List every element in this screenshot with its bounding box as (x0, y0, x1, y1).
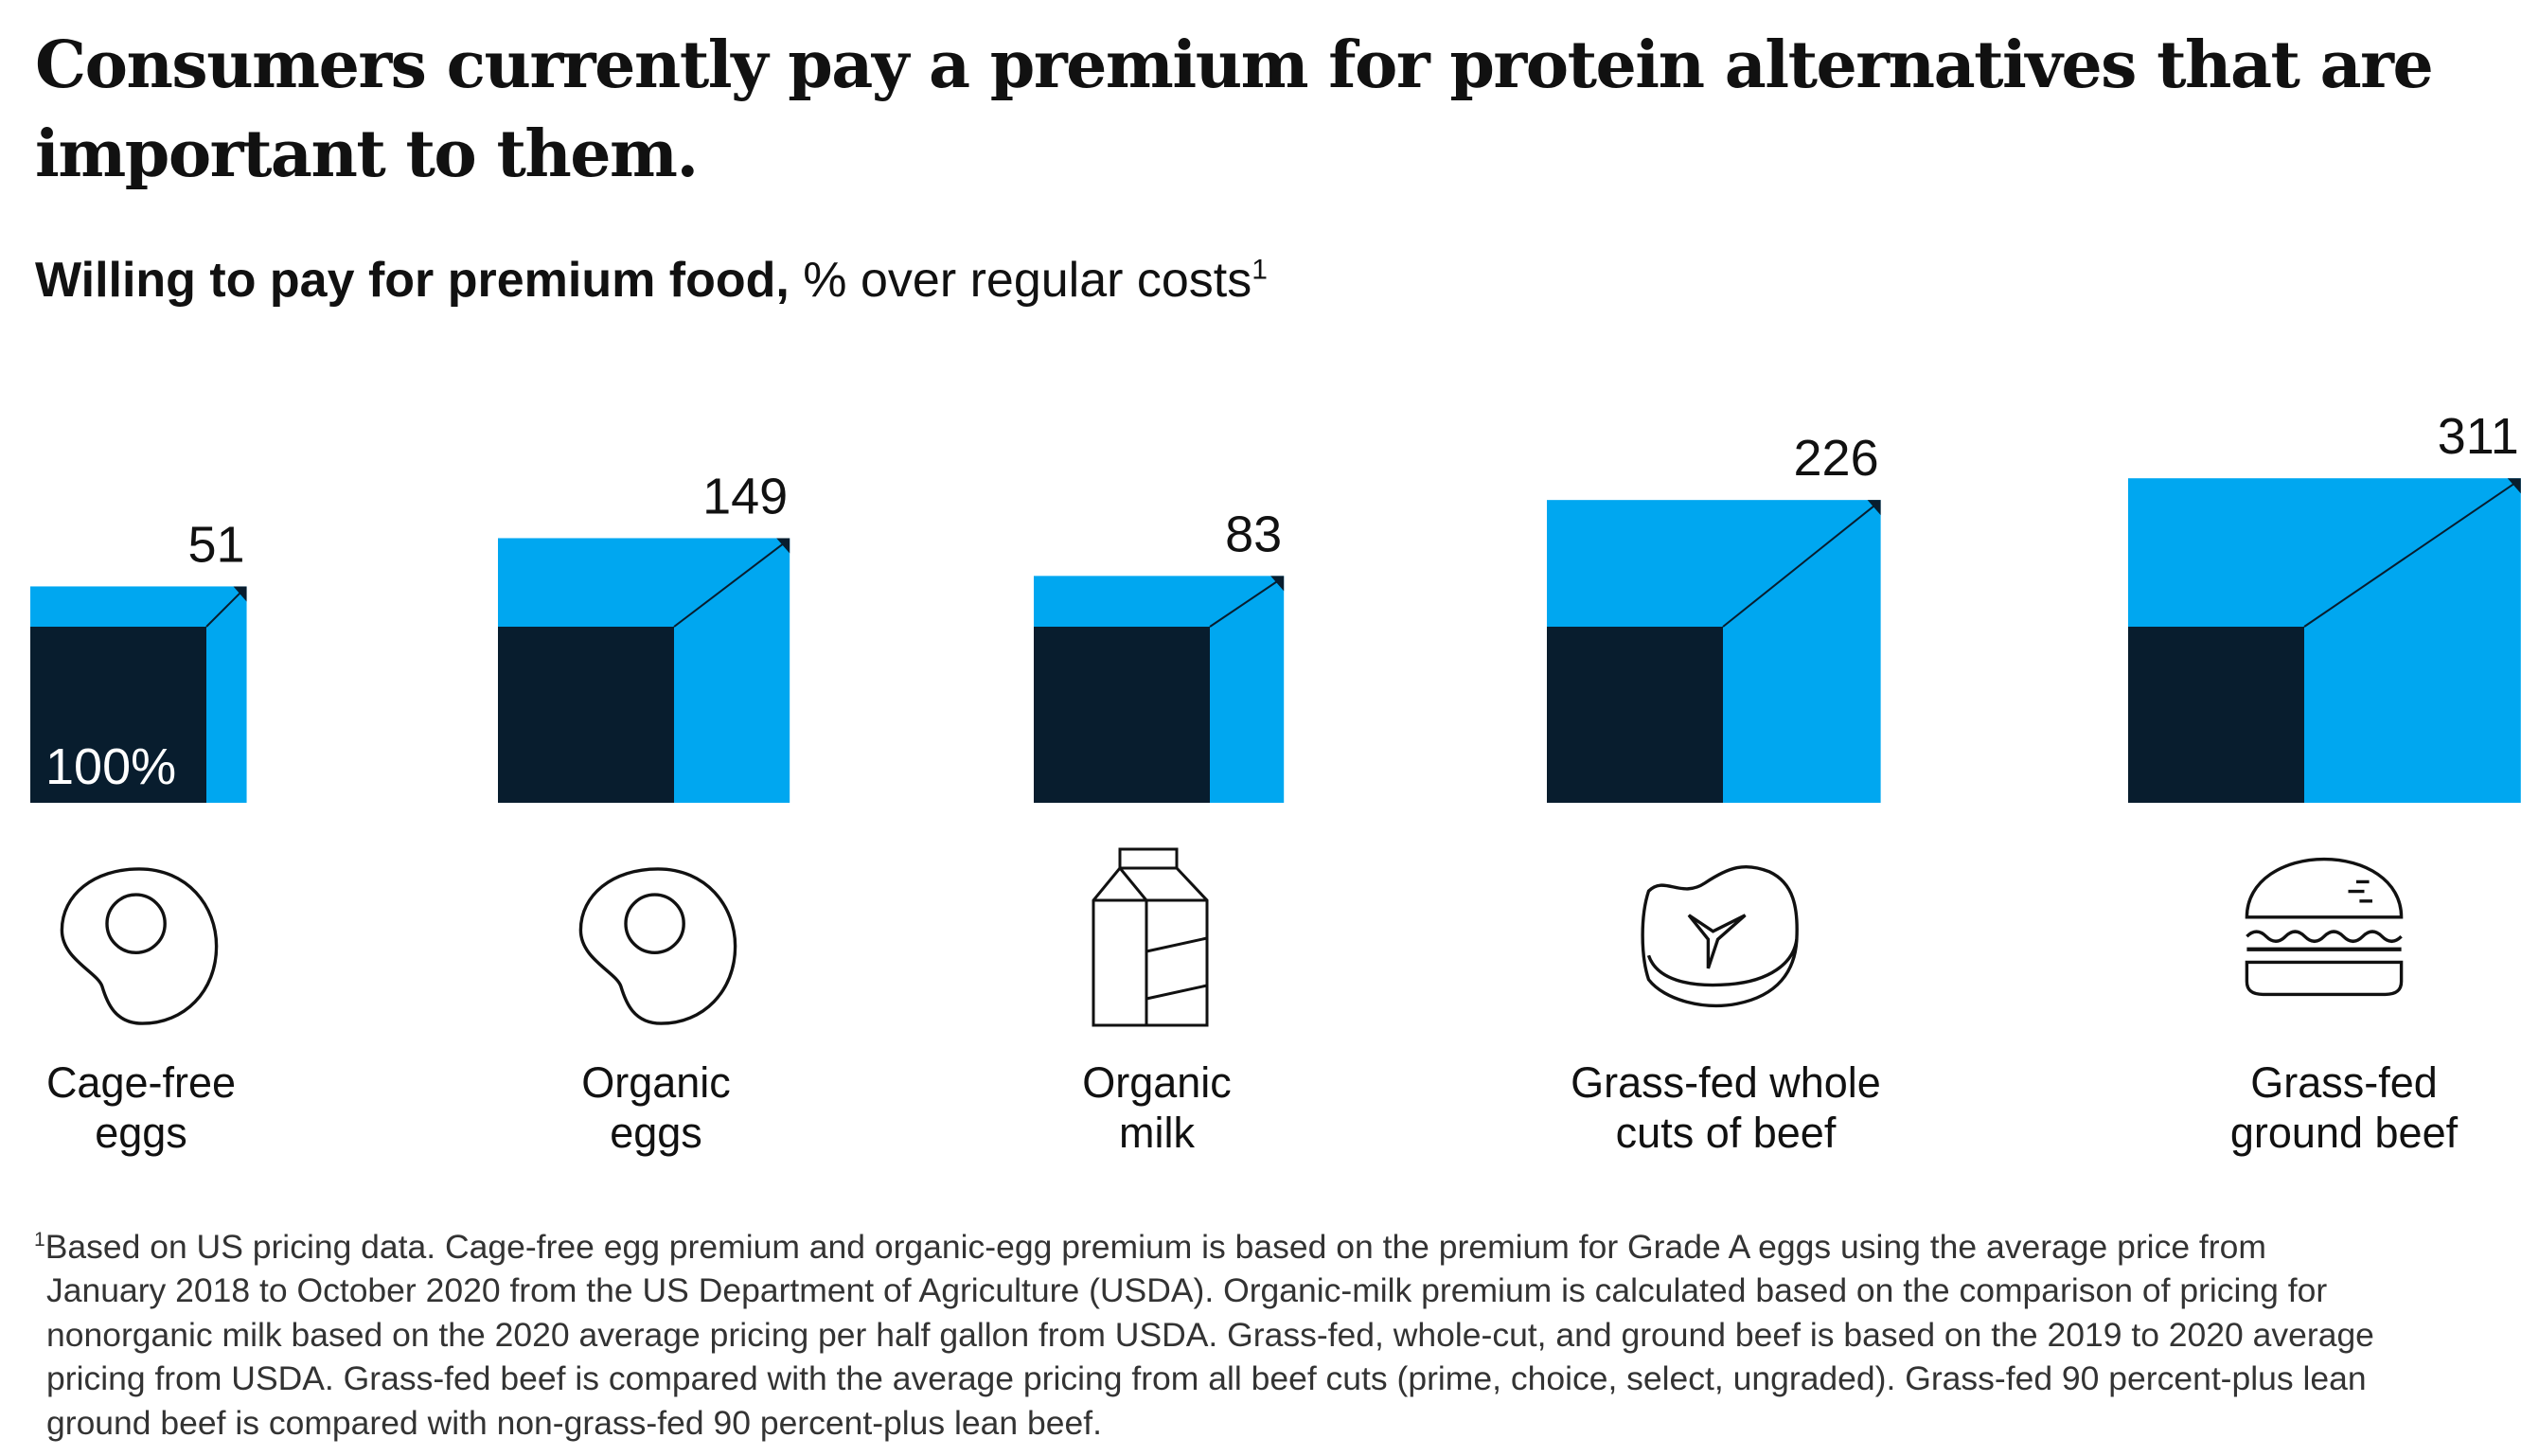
footnote-line: January 2018 to October 2020 from the US… (46, 1271, 2328, 1310)
growth-line (1209, 577, 1282, 628)
base-square (2128, 627, 2304, 803)
arrow-head (776, 538, 790, 554)
category-label: Grass-fed ground beef (2229, 1058, 2459, 1157)
category-label: Grass-fed whole cuts of beef (1571, 1058, 1881, 1157)
footnote-mark: 1 (1252, 254, 1268, 286)
arrow-head (233, 586, 247, 602)
arrow-head (1867, 500, 1881, 516)
value-label: 51 (187, 516, 244, 573)
footnote-line: pricing from USDA. Grass-fed beef is com… (46, 1359, 2367, 1398)
value-label: 226 (1794, 430, 1879, 487)
value-label: 311 (2438, 408, 2519, 465)
base-square (30, 627, 206, 803)
fried-egg-icon (578, 867, 737, 1025)
arrow-head (1270, 576, 1285, 592)
base-square (1034, 627, 1210, 803)
base-square (1547, 627, 1723, 803)
bar-chart: 51 100% 149 83 226 311 (30, 408, 2521, 803)
arrow-head (2507, 478, 2521, 494)
growth-line (205, 588, 245, 628)
chart-title: Consumers currently pay a premium for pr… (35, 27, 2434, 192)
footnote: 1Based on US pricing data. Cage-free egg… (34, 1218, 2495, 1445)
growth-line (2303, 480, 2519, 628)
burger-icon (2245, 857, 2404, 997)
category-label: Organic eggs (581, 1058, 731, 1157)
steak-icon (1641, 864, 1799, 1008)
growth-line (1722, 502, 1879, 628)
base-label: 100% (45, 738, 176, 795)
value-label: 149 (702, 468, 788, 524)
subtitle-rest: % over regular costs (789, 253, 1252, 308)
fried-egg-icon (60, 867, 219, 1025)
value-label: 83 (1225, 506, 1282, 562)
footnote-line: 1Based on US pricing data. Cage-free egg… (34, 1227, 2266, 1266)
milk-carton-icon (1092, 847, 1209, 1027)
footnote-line: nonorganic milk based on the 2020 averag… (46, 1315, 2374, 1354)
base-square (498, 627, 674, 803)
subtitle-bold: Willing to pay for premium food, (35, 253, 790, 308)
growth-line (673, 540, 788, 628)
chart-subtitle: Willing to pay for premium food, % over … (35, 252, 1268, 309)
footnote-line: ground beef is compared with non-grass-f… (46, 1403, 1102, 1442)
category-label: Cage-free eggs (45, 1058, 237, 1157)
category-label: Organic milk (1082, 1058, 1232, 1157)
